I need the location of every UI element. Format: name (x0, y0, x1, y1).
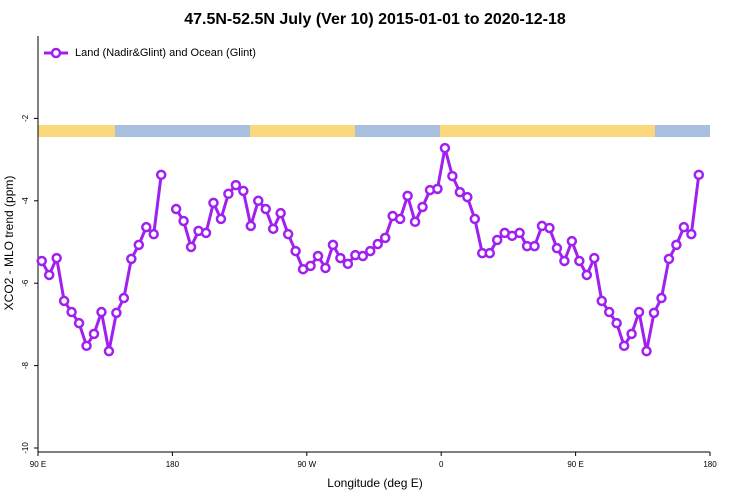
x-tick-label: 180 (703, 460, 717, 469)
data-point (58, 295, 70, 307)
data-point (103, 345, 115, 357)
data-point (566, 235, 578, 247)
legend-marker (50, 47, 62, 59)
data-point (223, 188, 234, 200)
data-point (596, 295, 607, 307)
data-point (111, 307, 122, 319)
data-point (238, 185, 249, 197)
data-point (648, 307, 660, 319)
data-point (133, 239, 145, 251)
data-point (581, 269, 593, 281)
y-tick-label: -10 (21, 442, 30, 454)
data-point (275, 207, 286, 219)
data-point (126, 253, 137, 265)
data-point (335, 252, 346, 264)
data-point (73, 317, 85, 329)
x-tick-label: 90 W (297, 460, 316, 469)
data-point (357, 250, 369, 262)
data-point (656, 292, 667, 304)
data-point (51, 252, 62, 264)
x-tick-label: 90 E (30, 460, 46, 469)
y-axis-label: XCO2 - MLO trend (ppm) (2, 176, 16, 311)
data-point (245, 220, 257, 232)
data-point (618, 340, 630, 352)
data-point (208, 197, 219, 209)
data-point (641, 345, 652, 357)
data-point (544, 222, 555, 234)
data-point (290, 245, 301, 257)
data-point (141, 221, 152, 233)
data-point (491, 234, 503, 246)
data-point (611, 317, 622, 329)
data-point (678, 221, 690, 233)
data-point (148, 228, 159, 240)
data-point (230, 179, 242, 191)
y-tick-label: -4 (21, 197, 30, 205)
data-point (469, 213, 481, 225)
x-tick-label: 0 (439, 460, 444, 469)
chart-title: 47.5N-52.5N July (Ver 10) 2015-01-01 to … (184, 11, 566, 28)
y-tick-label: -2 (21, 114, 30, 122)
data-point (215, 213, 227, 225)
y-tick-label: -8 (21, 361, 30, 369)
data-point (394, 213, 406, 225)
land-ocean-strip (38, 125, 710, 137)
data-point (282, 228, 294, 240)
data-point (36, 255, 47, 267)
data-point (88, 328, 100, 340)
data-point (118, 292, 130, 304)
data-point (305, 260, 316, 272)
x-axis-label: Longitude (deg E) (327, 476, 422, 490)
data-point (342, 258, 354, 270)
data-point (372, 238, 383, 250)
data-point (253, 195, 264, 207)
data-point (96, 306, 107, 318)
data-point (320, 262, 331, 274)
data-point (454, 186, 466, 198)
data-point (693, 169, 705, 181)
x-tick-label: 180 (166, 460, 180, 469)
data-point (402, 190, 413, 202)
data-point (514, 227, 525, 239)
data-point (663, 253, 675, 265)
data-point (484, 247, 495, 259)
legend-label: Land (Nadir&Glint) and Ocean (Glint) (75, 47, 256, 59)
data-point (185, 241, 197, 253)
data-point (626, 328, 637, 340)
data-point (686, 228, 697, 240)
data-point (365, 245, 376, 257)
data-point (589, 252, 600, 264)
data-point (43, 269, 55, 281)
data-point (432, 183, 443, 195)
data-point (603, 306, 615, 318)
x-tick-label: 90 E (567, 460, 583, 469)
data-point (574, 255, 585, 267)
data-point (409, 216, 421, 228)
data-point (529, 240, 540, 252)
data-point (312, 250, 324, 262)
data-point (379, 232, 391, 244)
data-point (551, 242, 563, 254)
data-point (327, 239, 339, 251)
data-point (155, 169, 167, 181)
data-point (267, 223, 279, 235)
data-point (559, 255, 570, 267)
data-point (178, 215, 189, 227)
data-point (671, 239, 682, 251)
data-point (170, 203, 182, 215)
data-point (200, 227, 212, 239)
data-point (439, 142, 451, 154)
data-point (633, 306, 645, 318)
data-point (417, 201, 428, 213)
y-tick-label: -6 (21, 279, 30, 287)
data-point (447, 170, 458, 182)
data-point (260, 203, 271, 215)
data-point (66, 306, 77, 318)
data-point (81, 340, 92, 352)
data-point (462, 191, 473, 203)
